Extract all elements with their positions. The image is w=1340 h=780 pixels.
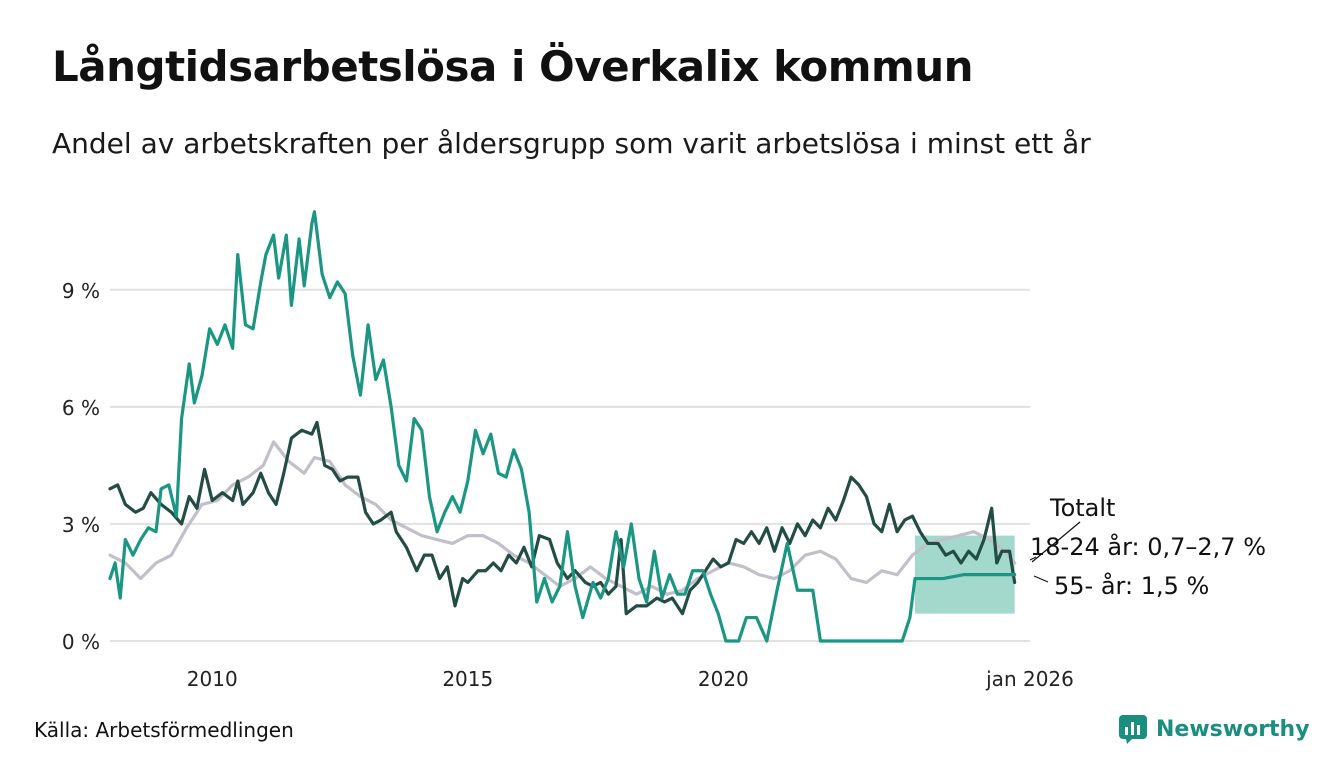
brand-name: Newsworthy [1156,716,1310,742]
x-tick-label-3: jan 2026 [985,667,1074,691]
y-tick-label-2: 6 % [62,396,100,420]
youth-leader-line [1029,556,1037,561]
y-tick-label-3: 9 % [62,279,100,303]
series-lines [108,210,1017,643]
series-line-18-24 [108,210,1017,643]
x-tick-label-2: 2020 [698,667,749,691]
x-tick-label-0: 2010 [187,667,238,691]
x-axis: 2010 2015 2020 jan 2026 [187,667,1074,691]
y-tick-label-1: 3 % [62,513,100,537]
y-tick-label-0: 0 % [62,630,100,654]
x-tick-label-1: 2015 [442,667,493,691]
annotations: Totalt 18-24 år: 0,7–2,7 % 55- år: 1,5 % [1029,494,1266,600]
brand-logo: Newsworthy [1118,714,1310,744]
chart-subtitle: Andel av arbetskraften per åldersgrupp s… [52,127,1091,160]
y-grid: 0 % 3 % 6 % 9 % [62,279,1030,654]
series-line-55 [108,420,1017,616]
newsworthy-logo-icon [1119,715,1147,744]
chart-title: Långtidsarbetslösa i Överkalix kommun [52,42,974,91]
label-55: 55- år: 1,5 % [1054,571,1209,600]
totalt-leader-line [1031,521,1081,563]
senior-leader-line [1033,575,1049,583]
line-chart: 0 % 3 % 6 % 9 % 2010 2015 2020 jan 2026 Totalt… [62,210,1266,691]
source-text: Källa: Arbetsförmedlingen [34,718,294,742]
label-18-24: 18-24 år: 0,7–2,7 % [1030,532,1266,561]
label-totalt: Totalt [1049,494,1115,522]
